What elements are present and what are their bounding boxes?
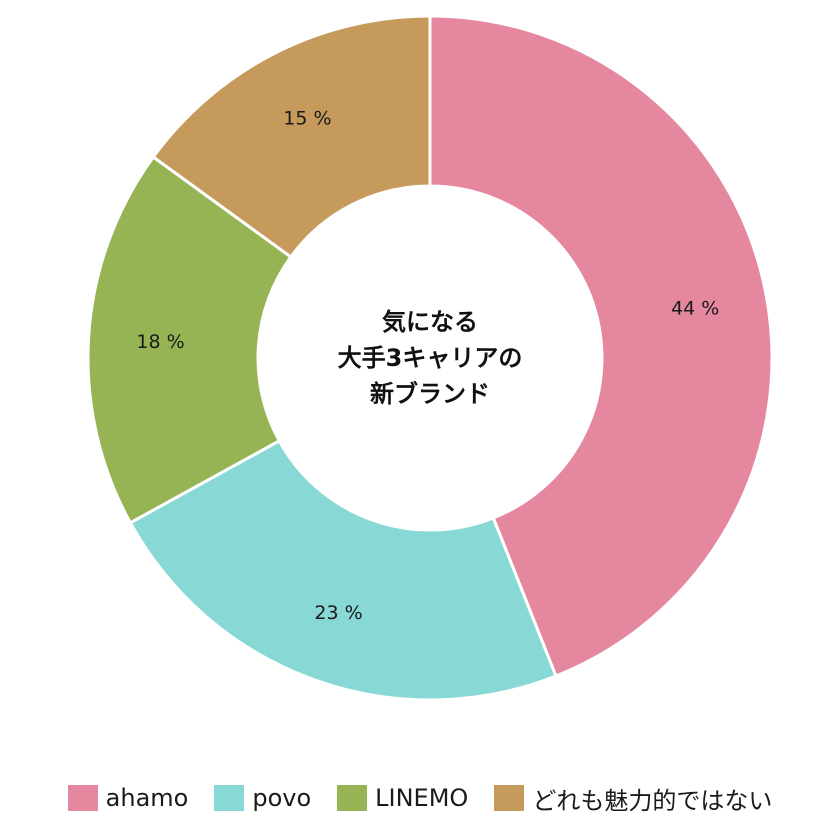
legend-label-ahamo: ahamo (105, 784, 189, 812)
legend-label-povo: povo (252, 784, 312, 812)
legend-swatch-povo (214, 785, 245, 811)
chart-legend: ahamo povo LINEMO どれも魅力的ではない (0, 780, 840, 816)
legend-label-none-attractive: どれも魅力的ではない (532, 786, 773, 815)
slice-ahamo (428, 14, 774, 678)
donut-slices (86, 14, 774, 702)
center-title-line-3: 新ブランド (370, 380, 490, 408)
legend-swatch-linemo (337, 785, 368, 811)
center-title-line-1: 気になる (382, 308, 478, 336)
slice-povo (128, 438, 558, 702)
slice-label-linemo: 18 % (136, 331, 184, 353)
slice-label-none-attractive: 15 % (283, 107, 331, 129)
slice-label-povo: 23 % (314, 602, 362, 624)
legend-label-linemo: LINEMO (375, 784, 469, 812)
legend-item-none-attractive: どれも魅力的ではない (494, 781, 772, 816)
slice-label-ahamo: 44 % (671, 297, 719, 319)
legend-item-linemo: LINEMO (337, 784, 468, 812)
slice-labels: 44 % 23 % 18 % 15 % (136, 107, 719, 624)
legend-item-povo: povo (214, 784, 311, 812)
center-title-line-2: 大手3キャリアの (338, 344, 523, 372)
legend-item-ahamo: ahamo (67, 784, 189, 812)
legend-swatch-none-attractive (494, 785, 525, 811)
slice-linemo (86, 154, 293, 525)
legend-swatch-ahamo (67, 785, 98, 811)
donut-chart: 44 % 23 % 18 % 15 % 気になる 大手3キャリアの 新ブランド (86, 14, 774, 702)
slice-none-attractive (151, 14, 432, 259)
